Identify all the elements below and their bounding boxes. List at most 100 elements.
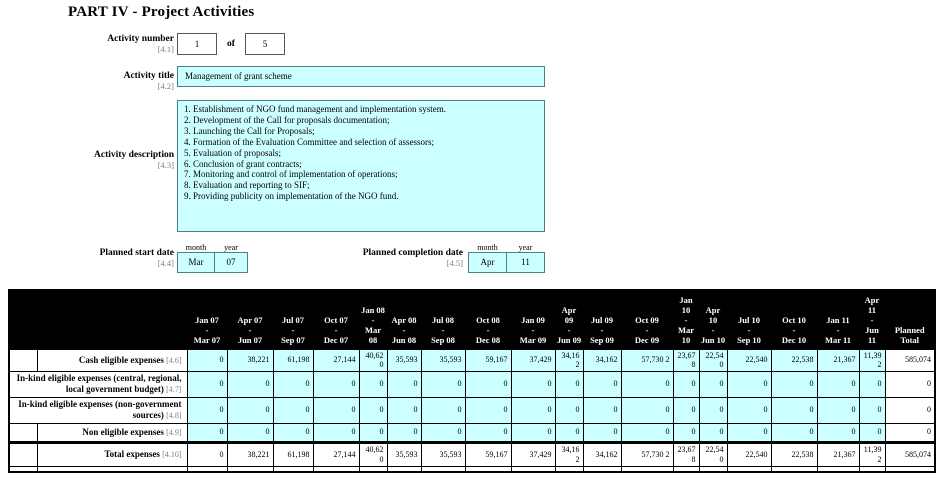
expense-cell[interactable]: 0: [582, 370, 622, 398]
expense-cell[interactable]: 0: [464, 370, 512, 398]
completion-month-input[interactable]: Apr: [468, 252, 507, 273]
planned-total-cell[interactable]: 0: [884, 422, 936, 443]
start-year-input[interactable]: 07: [214, 252, 248, 273]
activity-description-input[interactable]: 1. Establishment of NGO fund management …: [177, 100, 545, 232]
expense-cell[interactable]: 0: [226, 396, 274, 424]
expense-cell[interactable]: 21,367: [816, 440, 860, 467]
expense-cell[interactable]: 0: [770, 370, 818, 398]
expense-cell[interactable]: 0: [858, 396, 886, 424]
expense-cell[interactable]: 22,538: [770, 348, 818, 372]
expense-cell[interactable]: 23,678: [672, 348, 700, 372]
expense-cell[interactable]: 0: [554, 370, 584, 398]
expense-cell[interactable]: 0: [186, 422, 228, 443]
expense-cell[interactable]: 0: [816, 422, 860, 443]
completion-year-input[interactable]: 11: [506, 252, 545, 273]
expense-cell[interactable]: 0: [272, 396, 314, 424]
expense-cell[interactable]: 21,367: [816, 348, 860, 372]
expense-cell[interactable]: 0: [226, 370, 274, 398]
expense-cell[interactable]: 0: [554, 396, 584, 424]
expense-cell[interactable]: 0: [358, 396, 388, 424]
expense-cell[interactable]: 27,144: [312, 440, 360, 467]
expense-cell[interactable]: 11,392: [858, 348, 886, 372]
expense-cell[interactable]: 0: [312, 370, 360, 398]
expense-cell[interactable]: 0: [420, 396, 466, 424]
expense-cell[interactable]: 0: [816, 370, 860, 398]
expense-cell[interactable]: 0: [464, 422, 512, 443]
expense-cell[interactable]: 35,593: [386, 440, 422, 467]
start-month-input[interactable]: Mar: [177, 252, 215, 273]
expense-cell[interactable]: 0: [272, 370, 314, 398]
expense-cell[interactable]: 23,678: [672, 440, 700, 467]
expense-cell[interactable]: 0: [620, 370, 674, 398]
expense-cell[interactable]: 0: [420, 370, 466, 398]
expense-cell[interactable]: 57,730 2: [620, 348, 674, 372]
expense-cell[interactable]: 57,730 2: [620, 440, 674, 467]
expense-cell[interactable]: 11,392: [858, 440, 886, 467]
expense-cell[interactable]: 0: [510, 370, 556, 398]
expense-cell[interactable]: 0: [358, 422, 388, 443]
expense-cell[interactable]: 22,540: [698, 440, 728, 467]
expense-cell[interactable]: 0: [386, 422, 422, 443]
expense-cell[interactable]: 0: [672, 396, 700, 424]
expense-cell[interactable]: 0: [312, 396, 360, 424]
expense-cell[interactable]: 35,593: [386, 348, 422, 372]
expense-cell[interactable]: 0: [726, 422, 772, 443]
expense-cell[interactable]: 0: [510, 422, 556, 443]
expense-cell[interactable]: 61,198: [272, 440, 314, 467]
expense-cell[interactable]: 0: [272, 422, 314, 443]
expense-cell[interactable]: 0: [726, 396, 772, 424]
expense-cell[interactable]: 0: [698, 396, 728, 424]
expense-cell[interactable]: 0: [620, 396, 674, 424]
planned-total-cell[interactable]: 585,074: [884, 440, 936, 467]
activity-number-total-input[interactable]: 5: [245, 33, 285, 55]
expense-cell[interactable]: 0: [186, 370, 228, 398]
expense-cell[interactable]: 0: [770, 396, 818, 424]
expense-cell[interactable]: 0: [672, 422, 700, 443]
expense-cell[interactable]: 0: [582, 396, 622, 424]
expense-cell[interactable]: 0: [858, 370, 886, 398]
expense-cell[interactable]: 0: [858, 422, 886, 443]
expense-cell[interactable]: 34,162: [582, 348, 622, 372]
expense-cell[interactable]: 22,540: [726, 348, 772, 372]
expense-cell[interactable]: 0: [672, 370, 700, 398]
expense-cell[interactable]: 0: [554, 422, 584, 443]
activity-number-input[interactable]: 1: [177, 33, 217, 55]
expense-cell[interactable]: 0: [582, 422, 622, 443]
expense-cell[interactable]: 38,221: [226, 440, 274, 467]
expense-cell[interactable]: 0: [420, 422, 466, 443]
expense-cell[interactable]: 59,167: [464, 440, 512, 467]
planned-total-cell[interactable]: 0: [884, 396, 936, 424]
expense-cell[interactable]: 40,620: [358, 440, 388, 467]
expense-cell[interactable]: 0: [464, 396, 512, 424]
expense-cell[interactable]: 0: [386, 396, 422, 424]
expense-cell[interactable]: 34,162: [554, 348, 584, 372]
expense-cell[interactable]: 27,144: [312, 348, 360, 372]
expense-cell[interactable]: 37,429: [510, 440, 556, 467]
expense-cell[interactable]: 34,162: [582, 440, 622, 467]
activity-title-input[interactable]: Management of grant scheme: [177, 66, 545, 87]
expense-cell[interactable]: 40,620: [358, 348, 388, 372]
expense-cell[interactable]: 35,593: [420, 348, 466, 372]
expense-cell[interactable]: 0: [226, 422, 274, 443]
expense-cell[interactable]: 22,540: [726, 440, 772, 467]
expense-cell[interactable]: 0: [186, 348, 228, 372]
expense-cell[interactable]: 0: [698, 370, 728, 398]
expense-cell[interactable]: 59,167: [464, 348, 512, 372]
expense-cell[interactable]: 0: [726, 370, 772, 398]
expense-cell[interactable]: 0: [816, 396, 860, 424]
expense-cell[interactable]: 0: [312, 422, 360, 443]
expense-cell[interactable]: 0: [386, 370, 422, 398]
expense-cell[interactable]: 0: [358, 370, 388, 398]
expense-cell[interactable]: 37,429: [510, 348, 556, 372]
expense-cell[interactable]: 0: [510, 396, 556, 424]
planned-total-cell[interactable]: 0: [884, 370, 936, 398]
expense-cell[interactable]: 34,162: [554, 440, 584, 467]
expense-cell[interactable]: 35,593: [420, 440, 466, 467]
expense-cell[interactable]: 22,540: [698, 348, 728, 372]
expense-cell[interactable]: 0: [186, 440, 228, 467]
expense-cell[interactable]: 38,221: [226, 348, 274, 372]
expense-cell[interactable]: 0: [186, 396, 228, 424]
expense-cell[interactable]: 0: [770, 422, 818, 443]
expense-cell[interactable]: 22,538: [770, 440, 818, 467]
planned-total-cell[interactable]: 585,074: [884, 348, 936, 372]
